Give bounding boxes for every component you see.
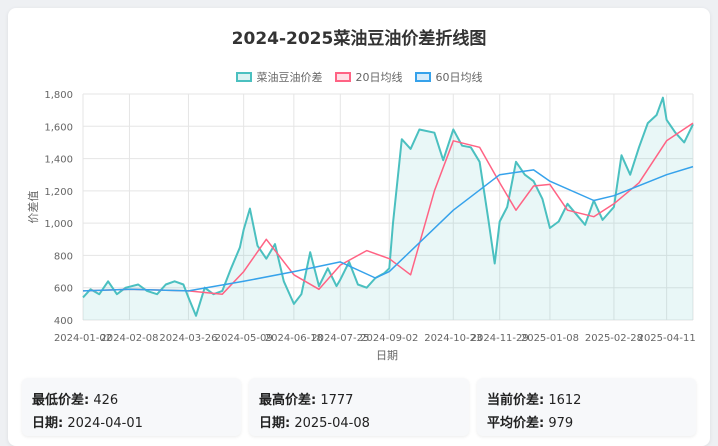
series-area-spread [83, 97, 693, 320]
min-date-line: 日期: 2024-04-01 [32, 412, 143, 431]
x-tick-label: 2024-09-02 [360, 333, 418, 344]
max-value: 1777 [320, 393, 354, 408]
y-tick-label: 400 [54, 316, 73, 327]
stat-card-current: 当前价差: 1612 平均价差: 979 [477, 378, 696, 436]
max-value-line: 最高价差: 1777 [259, 389, 353, 408]
chart-title: 2024-2025菜油豆油价差折线图 [231, 29, 487, 49]
y-tick-label: 1,200 [44, 187, 73, 198]
x-tick-label: 2024-02-08 [100, 333, 158, 344]
stat-card-max: 最高价差: 1777 日期: 2025-04-08 [249, 378, 469, 436]
legend-item-spread[interactable]: 菜油豆油价差 [235, 69, 323, 85]
legend-swatch-ma60 [414, 72, 431, 82]
max-date: 2025-04-08 [294, 416, 370, 431]
x-tick-label: 2024-11-29 [471, 333, 529, 344]
current-value: 1612 [548, 393, 582, 408]
x-axis-label: 日期 [376, 349, 398, 362]
y-tick-label: 1,600 [44, 122, 73, 133]
y-tick-label: 1,800 [44, 90, 73, 101]
series-line-ma20 [82, 122, 694, 295]
y-tick-label: 600 [54, 284, 73, 295]
y-axis-label: 价差值 [26, 191, 40, 224]
legend-label-spread: 菜油豆油价差 [256, 71, 323, 84]
series-line-ma60 [82, 165, 694, 292]
y-tick-label: 1,400 [44, 155, 73, 166]
x-tick-label: 2024-01-02 [54, 333, 112, 344]
average-value-line: 平均价差: 979 [487, 412, 573, 431]
legend-label-ma20: 20日均线 [355, 71, 403, 84]
max-label: 最高价差: [259, 393, 317, 408]
series-layer [82, 96, 694, 320]
x-tick-label: 2025-01-08 [521, 333, 579, 344]
average-label: 平均价差: [487, 416, 545, 431]
y-tick-labels: 1,800 1,600 1,400 1,200 1,000 800 600 400 [44, 90, 73, 327]
min-value-line: 最低价差: 426 [32, 389, 118, 408]
x-tick-label: 2024-06-18 [265, 333, 323, 344]
current-value-line: 当前价差: 1612 [487, 389, 581, 408]
legend-item-ma20[interactable]: 20日均线 [334, 69, 403, 85]
chart-card [8, 8, 710, 446]
x-tick-label: 2024-07-25 [311, 333, 369, 344]
legend-swatch-ma20 [334, 72, 351, 82]
min-date-label: 日期: [32, 416, 64, 431]
min-date: 2024-04-01 [67, 416, 143, 431]
y-tick-label: 1,000 [44, 219, 73, 230]
x-tick-label: 2024-03-26 [159, 333, 217, 344]
grid-lines [82, 93, 694, 321]
chart-legend: 菜油豆油价差 20日均线 60日均线 [0, 69, 718, 85]
line-chart: 1,800 1,600 1,400 1,200 1,000 800 600 400 2024-… [26, 90, 696, 362]
legend-item-ma60[interactable]: 60日均线 [414, 69, 483, 85]
min-value: 426 [93, 393, 119, 408]
x-tick-label: 2024-05-09 [215, 333, 273, 344]
min-label: 最低价差: [32, 393, 90, 408]
max-date-line: 日期: 2025-04-08 [259, 412, 370, 431]
x-tick-label: 2025-02-28 [585, 333, 643, 344]
max-date-label: 日期: [259, 416, 291, 431]
x-tick-label: 2024-10-23 [424, 333, 482, 344]
x-tick-label: 2025-04-11 [638, 333, 696, 344]
current-label: 当前价差: [487, 393, 545, 408]
average-value: 979 [548, 416, 574, 431]
stat-card-min: 最低价差: 426 日期: 2024-04-01 [22, 378, 241, 436]
legend-label-ma60: 60日均线 [435, 71, 483, 84]
legend-swatch-spread [235, 72, 252, 82]
y-tick-label: 800 [54, 251, 73, 262]
